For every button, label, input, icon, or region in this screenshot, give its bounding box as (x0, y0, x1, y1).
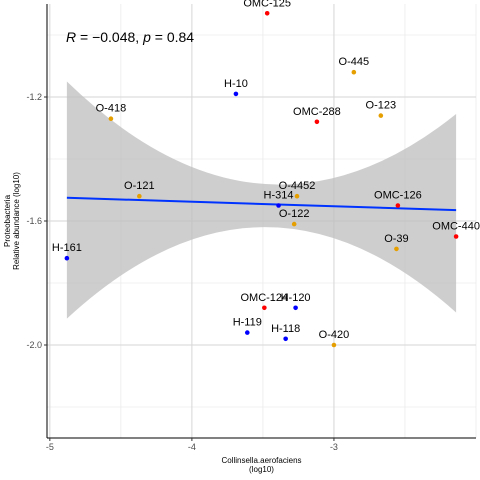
data-point (314, 119, 320, 125)
point-label: O-121 (124, 180, 155, 192)
data-point (294, 193, 300, 199)
data-point (137, 193, 142, 199)
data-point (64, 255, 70, 261)
r-value: = −0.048, (76, 29, 143, 45)
data-point (233, 91, 239, 97)
data-point (276, 203, 281, 208)
data-point (293, 305, 298, 311)
data-point (264, 11, 270, 16)
point-label: OMC-440 (432, 221, 480, 233)
axis-layer: -5 -4 -3 -2.0 -1.6 -1.2 Collinsella.aerofacien… (3, 4, 476, 474)
correlation-annotation: R = −0.048, p = 0.84 (66, 29, 194, 45)
y-axis-title: Proteobacteria (3, 194, 12, 247)
regression-line (66, 196, 457, 212)
y-tick-label: -2.0 (26, 340, 42, 350)
points-layer (64, 11, 459, 348)
data-point (262, 305, 267, 311)
p-symbol: p (142, 29, 151, 45)
point-label: H-118 (271, 323, 300, 335)
y-axis-title: Relative abundance (log10) (12, 172, 21, 270)
y-tick-label: -1.6 (26, 216, 42, 226)
confidence-band-layer (66, 81, 457, 319)
point-label: OMC-125 (243, 0, 291, 9)
data-point (395, 203, 401, 208)
data-point (291, 221, 297, 227)
point-label: H-119 (233, 317, 262, 329)
point-label: O-39 (384, 233, 408, 245)
confidence-band (66, 81, 457, 319)
x-axis-title: Collinsella.aerofaciens (221, 456, 301, 465)
point-label: O-445 (339, 56, 370, 68)
point-label: O-420 (319, 329, 350, 341)
data-point (331, 342, 337, 348)
point-label: O-123 (366, 100, 397, 112)
data-point (351, 69, 357, 75)
x-tick-label: -4 (188, 442, 196, 452)
r-symbol: R (66, 29, 76, 45)
regression-line-layer (66, 196, 457, 212)
point-label: O-4452 (279, 180, 316, 192)
x-axis-title: (log10) (249, 465, 274, 474)
p-value: = 0.84 (151, 29, 194, 45)
point-label: H-314 (264, 190, 294, 202)
point-label: H-10 (224, 78, 248, 90)
x-tick-label: -5 (46, 442, 54, 452)
x-tick-label: -3 (330, 442, 338, 452)
data-point (108, 116, 114, 121)
y-tick-label: -1.2 (26, 92, 42, 102)
point-label: H-161 (52, 242, 82, 254)
point-label: OMC-126 (374, 190, 422, 202)
point-label: OMC-124 (240, 292, 288, 304)
data-point (394, 246, 399, 252)
point-labels-layer: OMC-125 O-445 H-10 O-123 OMC-288 O-418 O-121 O-… (52, 0, 480, 341)
point-label: O-418 (96, 103, 127, 115)
point-label: OMC-288 (293, 106, 341, 118)
point-label: O-122 (279, 208, 310, 220)
point-label: H-120 (281, 292, 311, 304)
data-point (244, 330, 250, 335)
data-point (453, 234, 459, 239)
data-point (378, 113, 384, 118)
data-point (283, 336, 288, 342)
